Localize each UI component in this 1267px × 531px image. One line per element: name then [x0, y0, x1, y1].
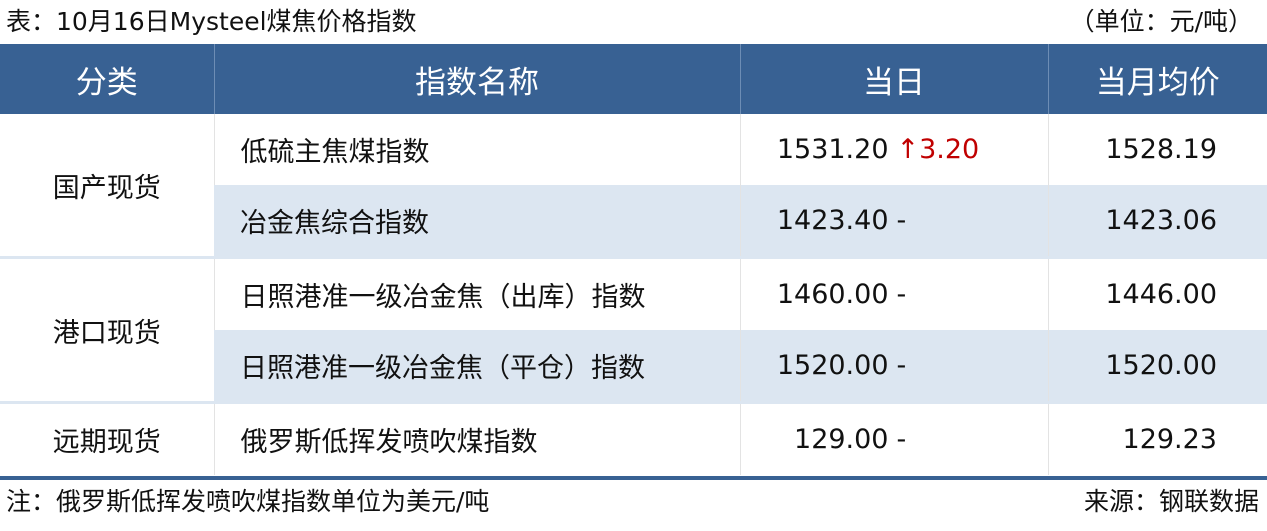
today-value-cell: 1520.00-	[739, 330, 1048, 403]
today-value: 1531.20	[776, 134, 889, 165]
today-value-cell: 1460.00-	[739, 256, 1048, 330]
index-name: 俄罗斯低挥发喷吹煤指数	[213, 401, 740, 475]
change-value: ↑3.20	[896, 134, 980, 165]
change-value: -	[896, 279, 907, 310]
monthly-avg: 1528.19	[1047, 114, 1267, 185]
source-label: 来源：钢联数据	[1083, 487, 1259, 516]
monthly-avg: 1520.00	[1047, 330, 1267, 403]
change-value: -	[896, 205, 907, 236]
today-value-cell: 129.00-	[739, 401, 1048, 475]
table-title: 表：10月16日Mysteel煤焦价格指数	[6, 7, 417, 36]
header-index-name: 指数名称	[213, 44, 740, 114]
today-value-cell: 1531.20 ↑3.20	[739, 114, 1048, 185]
category-cell: 远期现货	[0, 401, 214, 475]
today-value: 1460.00	[776, 279, 889, 310]
category-cell: 港口现货	[0, 256, 214, 403]
header-row: 分类 指数名称 当日 当月均价	[0, 44, 1267, 114]
table-row: 冶金焦综合指数 1423.40- 1423.06	[0, 185, 1267, 258]
bottom-rule	[0, 476, 1267, 480]
today-value-cell: 1423.40-	[739, 185, 1048, 258]
today-value: 129.00	[794, 424, 889, 455]
coke-price-index-table: 分类 指数名称 当日 当月均价 国产现货 低硫主焦煤指数 1531.20 ↑3.2…	[0, 44, 1267, 475]
index-name: 日照港准一级冶金焦（平仓）指数	[214, 330, 740, 403]
change-value: -	[896, 424, 907, 455]
today-value: 1520.00	[776, 350, 889, 381]
index-name: 冶金焦综合指数	[214, 185, 740, 258]
monthly-avg: 1446.00	[1047, 256, 1267, 330]
table-row: 日照港准一级冶金焦（平仓）指数 1520.00- 1520.00	[0, 330, 1267, 403]
index-name: 低硫主焦煤指数	[213, 114, 740, 185]
monthly-avg: 129.23	[1047, 401, 1267, 475]
footnote: 注：俄罗斯低挥发喷吹煤指数单位为美元/吨	[6, 487, 490, 516]
table-row: 国产现货 低硫主焦煤指数 1531.20 ↑3.20 1528.19	[0, 114, 1267, 204]
header-monthly-avg: 当月均价	[1047, 44, 1267, 114]
change-value: -	[896, 350, 907, 381]
table-row: 远期现货 俄罗斯低挥发喷吹煤指数 129.00- 129.23	[0, 401, 1267, 475]
monthly-avg: 1423.06	[1047, 185, 1267, 258]
header-today: 当日	[739, 44, 1048, 114]
header-category: 分类	[0, 44, 214, 114]
today-value: 1423.40	[776, 205, 889, 236]
index-name: 日照港准一级冶金焦（出库）指数	[213, 256, 740, 330]
category-cell: 国产现货	[52, 172, 161, 204]
unit-label: （单位：元/吨）	[1069, 7, 1253, 36]
table-row: 港口现货 日照港准一级冶金焦（出库）指数 1460.00- 1446.00	[0, 256, 1267, 403]
